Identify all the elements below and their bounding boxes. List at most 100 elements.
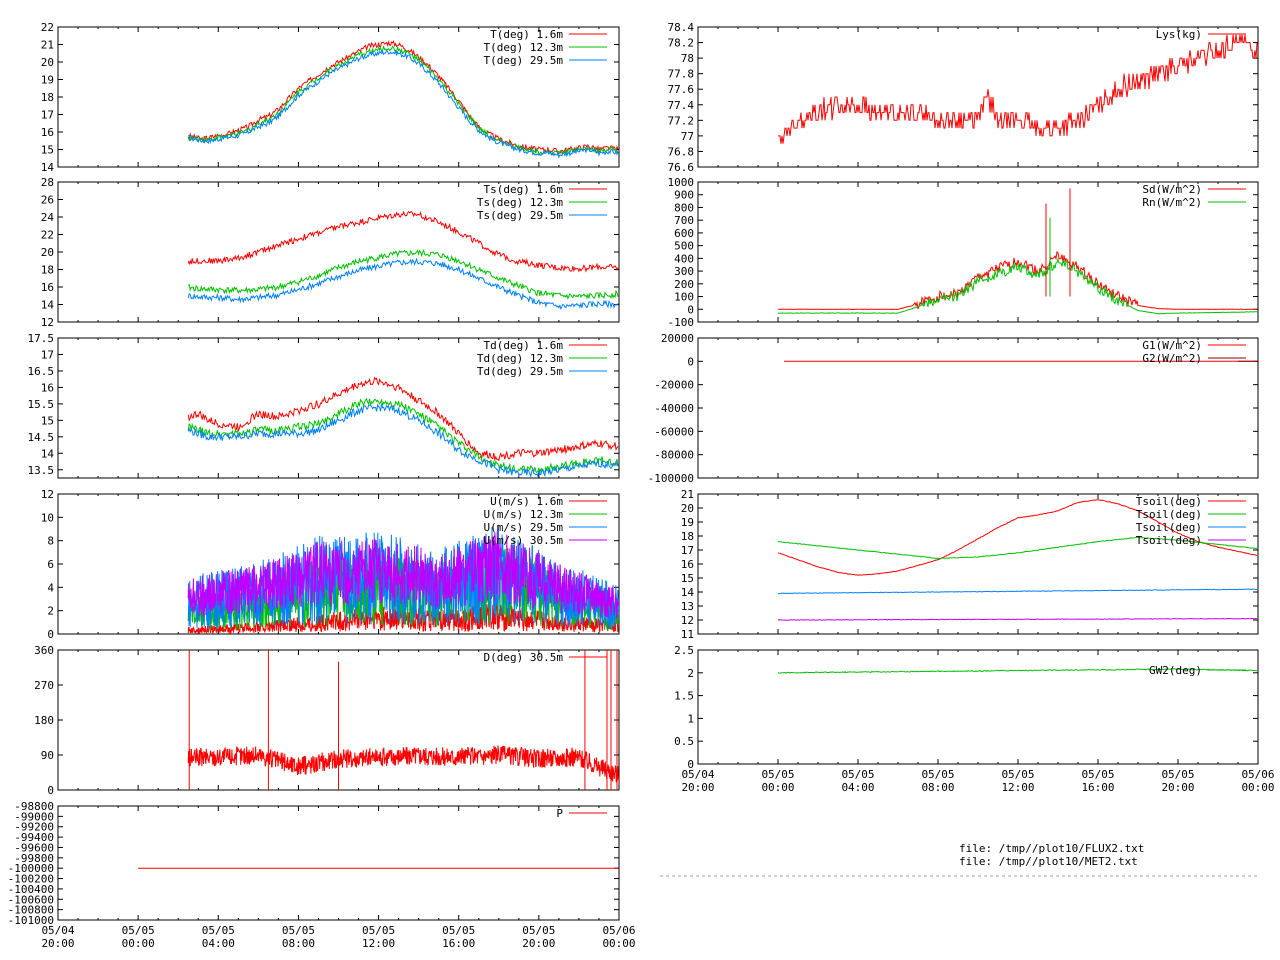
y-tick-label: -99600 (14, 841, 54, 854)
y-tick-label: 16 (41, 126, 54, 139)
y-tick-label: -60000 (654, 425, 694, 438)
legend-label: U(m/s) 12.3m (484, 508, 564, 521)
x-tick-label: 05/05 (921, 768, 954, 781)
series-group (187, 524, 619, 634)
y-tick-label: 21 (681, 488, 694, 501)
y-tick-label: 17 (681, 544, 694, 557)
series-group (777, 499, 1258, 621)
x-tick-label: 05/05 (202, 924, 235, 937)
y-tick-label: 700 (674, 214, 694, 227)
series-line-ts-0 (187, 210, 619, 273)
y-tick-label: 77.2 (668, 114, 695, 127)
x-tick-label: 05/05 (522, 924, 555, 937)
legend-label: Lys(kg) (1156, 28, 1202, 41)
y-tick-label: 14 (41, 447, 55, 460)
y-tick-label: 13 (681, 600, 694, 613)
y-tick-label: 18 (41, 91, 54, 104)
x-tick-label: 12:00 (362, 937, 395, 950)
y-tick-label: 22 (41, 229, 54, 242)
y-tick-label: 0 (687, 355, 694, 368)
series-line-tsoil-2 (777, 588, 1258, 595)
y-tick-label: 180 (34, 714, 54, 727)
y-tick-label: 15 (41, 414, 54, 427)
y-tick-label: 360 (34, 644, 54, 657)
x-tick-label: 05/05 (362, 924, 395, 937)
legend-label: T(deg) 29.5m (484, 54, 564, 67)
chart-panel-p: -101000-100800-100600-100400-100200-1000… (8, 800, 636, 950)
y-tick-label: 0.5 (674, 735, 694, 748)
chart-panel-d: 360 270 180 90 0 D(deg) 30.5m (34, 644, 620, 797)
series-line-tsoil-3 (777, 617, 1258, 621)
legend-label: Tsoil(deg) (1136, 521, 1202, 534)
y-tick-label: 21 (41, 39, 54, 52)
chart-panel-gw: 2.521.510.5005/0420:0005/0500:0005/0504:… (674, 644, 1274, 794)
y-tick-label: -20000 (654, 379, 694, 392)
series-line-lys-0 (778, 34, 1258, 144)
y-tick-label: 0 (687, 303, 694, 316)
x-tick-label: 00:00 (1241, 781, 1274, 794)
y-tick-label: -100000 (8, 862, 54, 875)
legend-label: G1(W/m^2) (1142, 339, 1202, 352)
y-tick-label: 1000 (668, 176, 695, 189)
y-tick-label: -98800 (14, 800, 54, 813)
y-tick-label: 12 (41, 316, 54, 329)
series-group (778, 34, 1258, 144)
legend-label: T(deg) 12.3m (484, 41, 564, 54)
y-tick-label: -100600 (8, 893, 54, 906)
y-tick-label: 20 (681, 502, 694, 515)
y-tick-label: 200 (674, 278, 694, 291)
legend-label: P (556, 807, 563, 820)
x-tick-label: 05/05 (761, 768, 794, 781)
y-tick-label: -99400 (14, 831, 54, 844)
x-tick-label: 08:00 (282, 937, 315, 950)
x-tick-label: 05/06 (602, 924, 635, 937)
legend-label: Rn(W/m^2) (1142, 196, 1202, 209)
file-path-label: file: /tmp//plot10/FLUX2.txt (959, 842, 1144, 855)
x-tick-label: 05/04 (681, 768, 714, 781)
y-tick-label: 17.5 (28, 332, 55, 345)
series-line-tsoil-0 (777, 499, 1258, 576)
series-group (187, 40, 619, 159)
y-tick-label: 16 (41, 281, 54, 294)
y-tick-label: 77.4 (668, 99, 695, 112)
chart-panel-u: 12 10 8 6 4 2 0 U(m/s) 1.6mU(m/s) 12.3mU(m/s) 2… (41, 488, 620, 641)
series-line-ts-2 (187, 257, 619, 311)
legend-label: U(m/s) 1.6m (490, 495, 563, 508)
legend-label: Sd(W/m^2) (1142, 183, 1202, 196)
y-tick-label: -100200 (8, 873, 54, 886)
y-tick-label: 76.8 (668, 145, 695, 158)
x-tick-label: 05/05 (1081, 768, 1114, 781)
x-tick-label: 00:00 (122, 937, 155, 950)
y-tick-label: 10 (41, 511, 54, 524)
y-tick-label: -101000 (8, 914, 54, 927)
y-tick-label: 24 (41, 211, 55, 224)
series-group (777, 668, 1258, 674)
y-tick-label: 0 (47, 784, 54, 797)
legend-label: D(deg) 30.5m (484, 651, 564, 664)
y-tick-label: 20000 (661, 332, 694, 345)
y-tick-label: 28 (41, 176, 54, 189)
y-tick-label: 500 (674, 240, 694, 253)
plot-frame (697, 26, 1259, 168)
x-tick-label: 20:00 (522, 937, 555, 950)
y-tick-label: 100 (674, 291, 694, 304)
y-tick-label: 20 (41, 246, 54, 259)
x-tick-label: 04:00 (202, 937, 235, 950)
y-tick-label: -100000 (648, 472, 694, 485)
y-tick-label: 14 (41, 299, 55, 312)
y-tick-label: 26 (41, 194, 54, 207)
y-tick-label: 11 (681, 628, 694, 641)
series-line-u-2 (187, 524, 619, 629)
y-tick-label: 17 (41, 109, 54, 122)
y-tick-label: 76.6 (668, 161, 695, 174)
series-line-gw-1 (777, 668, 1258, 674)
chart-panel-td: 17.5 17 16.5 16 15.5 15 14.5 14 13.5 Td(deg) 1.6m… (28, 332, 620, 479)
y-tick-label: 78.2 (668, 37, 695, 50)
series-group (187, 210, 619, 311)
y-tick-label: 16 (681, 558, 694, 571)
y-tick-label: -99800 (14, 852, 54, 865)
y-tick-label: 14.5 (28, 431, 55, 444)
y-tick-label: 6 (47, 558, 54, 571)
series-line-td-1 (187, 397, 619, 474)
